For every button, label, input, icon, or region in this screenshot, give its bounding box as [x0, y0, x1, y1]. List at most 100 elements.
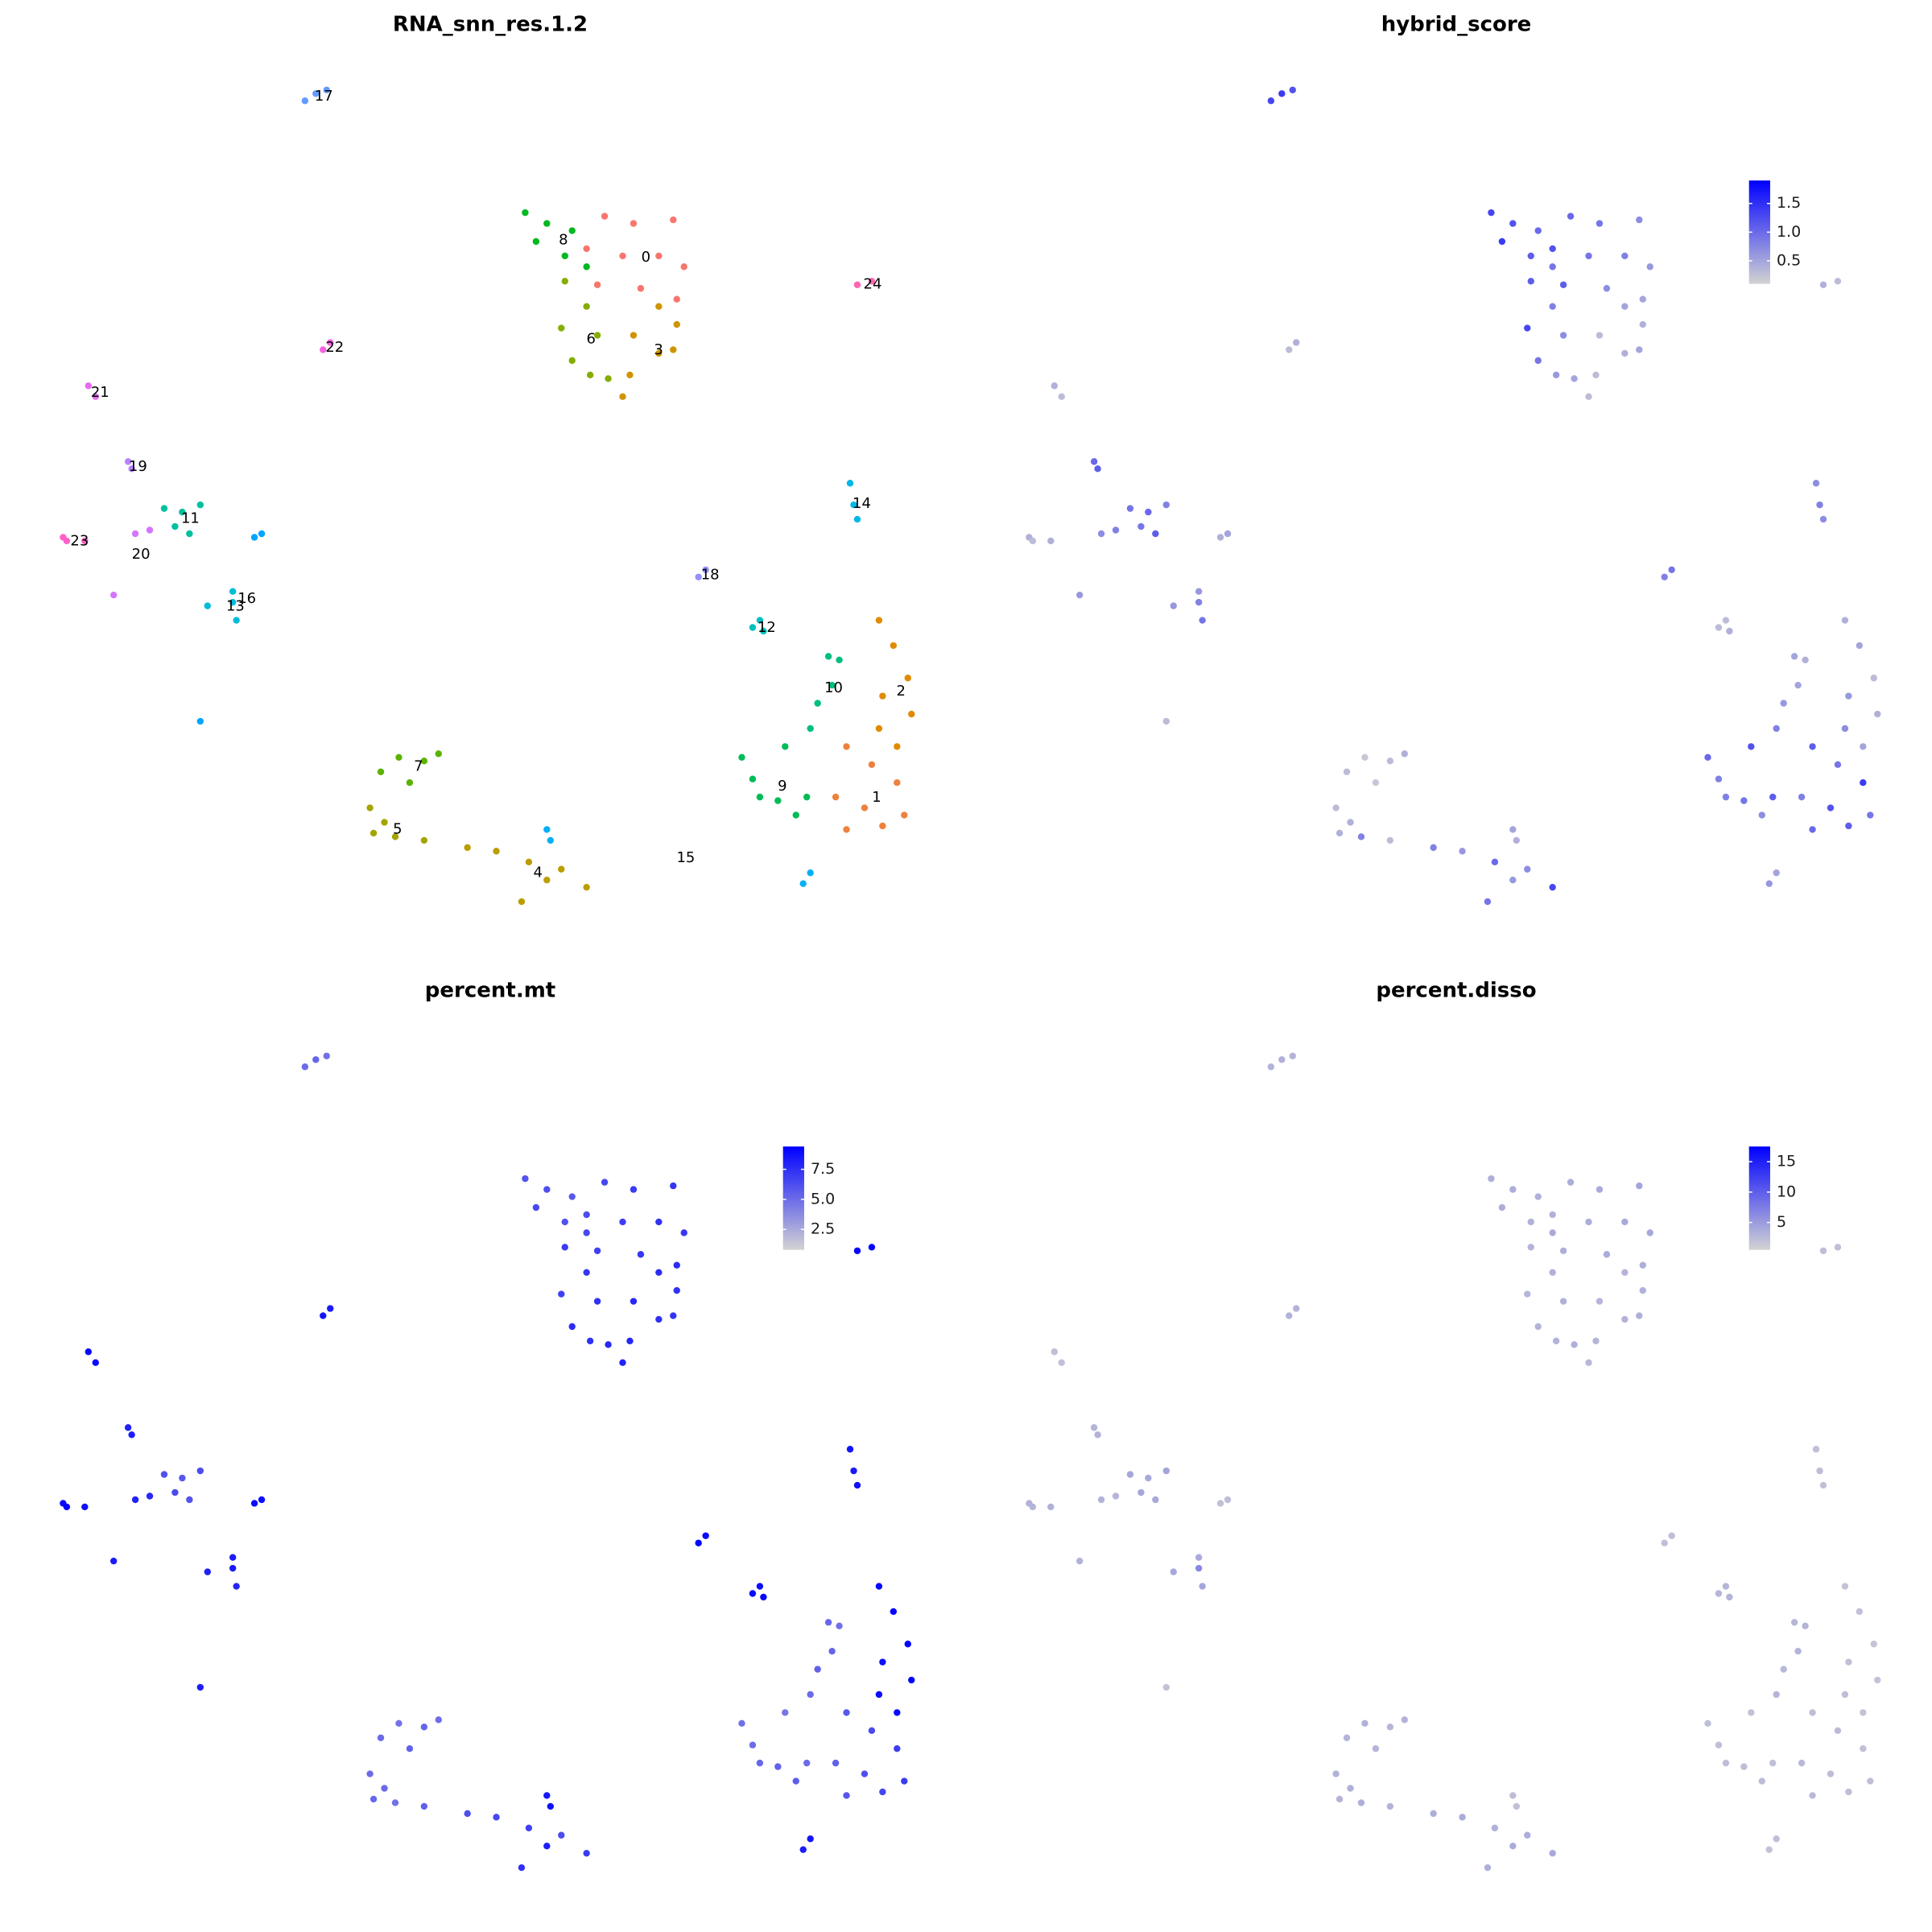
- cell-point: [879, 692, 886, 700]
- cell-point: [1585, 252, 1592, 260]
- cell-point: [583, 245, 590, 253]
- cell-point: [814, 1666, 821, 1673]
- cell-point: [568, 227, 576, 234]
- points: [1026, 86, 1881, 906]
- colorbar-tick-label: 15: [1777, 1153, 1796, 1170]
- cell-point: [1819, 1247, 1827, 1254]
- cell-point: [1343, 768, 1351, 775]
- cell-point: [1559, 1298, 1567, 1305]
- cell-point: [109, 1557, 118, 1565]
- cell-point: [586, 1337, 594, 1345]
- cell-point: [695, 573, 702, 580]
- cell-point: [843, 1709, 850, 1716]
- cell-point: [1874, 1676, 1881, 1684]
- cell-point: [803, 1759, 811, 1767]
- cell-point: [196, 501, 204, 509]
- cell-point: [1621, 1315, 1629, 1323]
- cell-point: [1596, 1298, 1604, 1305]
- cell-point: [904, 1641, 911, 1648]
- cell-point: [894, 779, 901, 786]
- cell-point: [1513, 1802, 1521, 1810]
- cell-point: [1661, 573, 1668, 580]
- cell-point: [558, 1831, 565, 1839]
- cell-point: [366, 804, 374, 811]
- cell-point: [312, 1056, 320, 1063]
- colorbar-tick-label: 2.5: [811, 1220, 835, 1238]
- cell-point: [1845, 822, 1852, 830]
- cell-point: [894, 743, 901, 750]
- colorbar-tick-label: 7.5: [811, 1160, 835, 1178]
- cell-point: [518, 1864, 526, 1872]
- cell-point: [749, 624, 757, 631]
- cell-point: [1809, 1709, 1816, 1716]
- cell-point: [738, 1719, 745, 1728]
- cell-point: [908, 710, 915, 718]
- cell-point: [1029, 1503, 1037, 1511]
- cell-point: [843, 1792, 850, 1799]
- cell-point: [464, 1810, 471, 1818]
- cell-point: [543, 1186, 551, 1193]
- cell-point: [124, 458, 132, 465]
- cell-point: [1585, 1359, 1592, 1366]
- cell-point: [1798, 1759, 1806, 1767]
- cell-point: [525, 858, 533, 865]
- cell-point: [670, 216, 677, 224]
- cell-point: [760, 627, 767, 635]
- cell-point: [1704, 753, 1711, 762]
- cell-point: [1639, 1261, 1646, 1269]
- cell-point: [1162, 1683, 1170, 1691]
- cell-point: [229, 598, 237, 606]
- cell-point: [1715, 1741, 1723, 1748]
- cell-point: [1874, 710, 1881, 718]
- cell-point: [233, 617, 240, 624]
- colorbar-gradient: [782, 1146, 804, 1250]
- cell-point: [782, 743, 789, 750]
- cell-point: [673, 1261, 680, 1269]
- cell-point: [1809, 743, 1816, 750]
- cluster-label: 0: [642, 249, 650, 266]
- cell-point: [1112, 1492, 1120, 1500]
- points: [1026, 1052, 1881, 1872]
- cell-point: [81, 537, 89, 545]
- cell-point: [366, 1770, 374, 1777]
- cell-point: [1867, 1777, 1874, 1785]
- cell-point: [799, 880, 807, 887]
- cell-point: [593, 1247, 601, 1254]
- cluster-label: 13: [226, 597, 245, 614]
- cell-point: [807, 724, 814, 733]
- cell-point: [630, 220, 638, 227]
- cell-point: [320, 1312, 327, 1319]
- cell-point: [1722, 1759, 1730, 1767]
- panel-title: percent.mt: [425, 979, 555, 1003]
- cell-point: [1386, 758, 1394, 765]
- cell-point: [435, 1716, 442, 1724]
- cell-point: [1094, 465, 1101, 473]
- cell-point: [558, 865, 565, 873]
- cell-point: [1459, 1814, 1466, 1821]
- cell-point: [1152, 530, 1159, 538]
- cell-point: [861, 804, 869, 811]
- cell-point: [1802, 1622, 1809, 1630]
- cell-point: [1524, 324, 1531, 332]
- cell-point: [583, 303, 590, 310]
- cell-point: [179, 1474, 186, 1482]
- cell-point: [1722, 617, 1730, 624]
- cell-point: [522, 208, 529, 217]
- cell-point: [1430, 844, 1437, 852]
- cell-point: [301, 1063, 309, 1071]
- cell-point: [832, 1759, 840, 1767]
- colorbar-gradient: [1748, 180, 1770, 284]
- points: [60, 1052, 915, 1872]
- cell-point: [1094, 1431, 1101, 1439]
- cell-point: [525, 1824, 533, 1831]
- cell-point: [1758, 811, 1765, 819]
- cell-point: [420, 758, 428, 765]
- cell-point: [850, 1467, 857, 1475]
- cell-point: [1856, 1608, 1864, 1616]
- cell-point: [381, 1785, 388, 1792]
- cell-point: [92, 393, 99, 400]
- cell-point: [782, 1709, 789, 1716]
- cell-point: [1347, 1785, 1354, 1792]
- cell-point: [1357, 1799, 1365, 1806]
- cell-point: [1047, 537, 1055, 545]
